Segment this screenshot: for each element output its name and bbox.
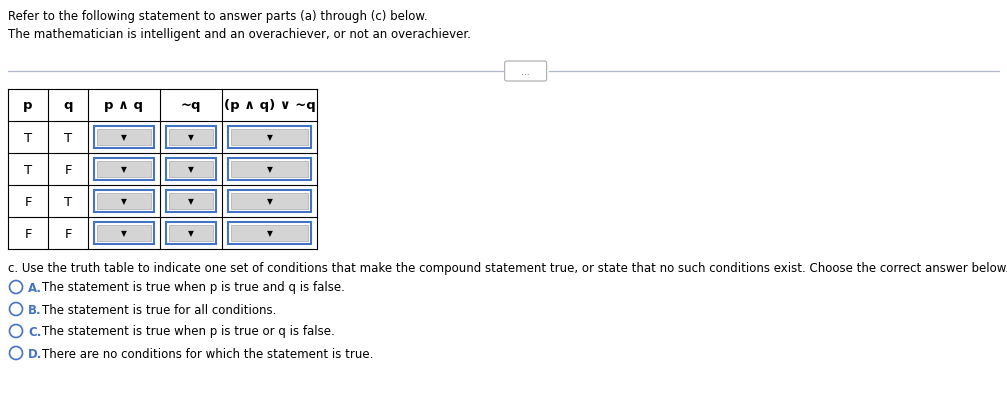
Bar	[166, 127, 215, 148]
Bar	[94, 191, 154, 213]
Text: ▼: ▼	[188, 133, 194, 142]
Bar	[166, 191, 215, 213]
Bar	[94, 222, 154, 245]
Bar	[97, 130, 151, 146]
Bar	[166, 222, 215, 245]
Text: c. Use the truth table to indicate one set of conditions that make the compound : c. Use the truth table to indicate one s…	[8, 261, 1007, 274]
Text: The statement is true when p is true or q is false.: The statement is true when p is true or …	[42, 325, 334, 338]
Text: T: T	[63, 131, 73, 144]
Text: B.: B.	[28, 303, 41, 316]
Bar	[169, 225, 213, 241]
Text: F: F	[64, 227, 71, 240]
Bar	[231, 130, 308, 146]
Bar	[169, 162, 213, 178]
Text: The mathematician is intelligent and an overachiever, or not an overachiever.: The mathematician is intelligent and an …	[8, 28, 471, 41]
Text: ▼: ▼	[188, 229, 194, 238]
Bar	[97, 162, 151, 178]
Bar	[231, 162, 308, 178]
Text: p: p	[23, 99, 33, 112]
Text: ...: ...	[522, 68, 530, 77]
Text: Refer to the following statement to answer parts (a) through (c) below.: Refer to the following statement to answ…	[8, 10, 428, 23]
Text: q: q	[63, 99, 73, 112]
Text: F: F	[24, 227, 32, 240]
Bar	[94, 127, 154, 148]
Text: ▼: ▼	[121, 229, 127, 238]
Bar	[94, 159, 154, 180]
FancyBboxPatch shape	[505, 62, 547, 82]
Bar	[231, 225, 308, 241]
Text: ▼: ▼	[188, 165, 194, 174]
Text: ▼: ▼	[267, 133, 273, 142]
Text: The statement is true for all conditions.: The statement is true for all conditions…	[42, 303, 276, 316]
Bar	[228, 127, 311, 148]
Text: ▼: ▼	[121, 165, 127, 174]
Text: T: T	[24, 131, 32, 144]
Text: ▼: ▼	[267, 197, 273, 206]
Bar	[228, 222, 311, 245]
Text: D.: D.	[28, 347, 42, 360]
Bar	[166, 159, 215, 180]
Bar	[169, 130, 213, 146]
Text: C.: C.	[28, 325, 41, 338]
Bar	[231, 193, 308, 209]
Text: ▼: ▼	[267, 229, 273, 238]
Text: ▼: ▼	[121, 197, 127, 206]
Text: (p ∧ q) ∨ ~q: (p ∧ q) ∨ ~q	[224, 99, 315, 112]
Text: ▼: ▼	[267, 165, 273, 174]
Text: T: T	[63, 195, 73, 208]
Bar	[97, 193, 151, 209]
Bar	[228, 159, 311, 180]
Bar	[97, 225, 151, 241]
Bar	[228, 191, 311, 213]
Text: ▼: ▼	[121, 133, 127, 142]
Text: F: F	[24, 195, 32, 208]
Text: ▼: ▼	[188, 197, 194, 206]
Bar	[169, 193, 213, 209]
Text: F: F	[64, 163, 71, 176]
Text: There are no conditions for which the statement is true.: There are no conditions for which the st…	[42, 347, 374, 360]
Text: T: T	[24, 163, 32, 176]
Text: p ∧ q: p ∧ q	[105, 99, 144, 112]
Text: ~q: ~q	[180, 99, 201, 112]
Text: The statement is true when p is true and q is false.: The statement is true when p is true and…	[42, 281, 344, 294]
Text: A.: A.	[28, 281, 42, 294]
